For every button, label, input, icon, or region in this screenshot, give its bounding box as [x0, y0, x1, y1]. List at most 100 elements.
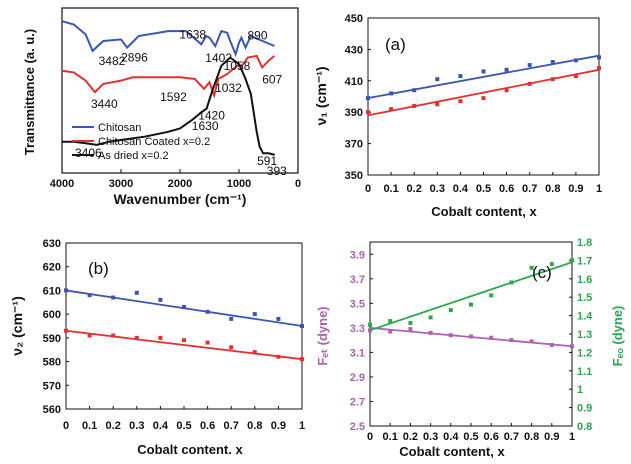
- chart-c-ylabel-right: Fₑₒ (dyne): [610, 306, 625, 367]
- pc-marks-xtick-label: 0.5: [463, 431, 478, 443]
- pc-marks-ytick-right-label: 1.6: [577, 274, 592, 286]
- pc-marks-point-1-5: [469, 302, 473, 307]
- chart-c: 0 0.1 0.2 0.3 0.4 0.5 0.6 0.7 0.8 0.9 1 2.5 2.7 2.9 3.…: [315, 237, 625, 459]
- pb-marks-point-0-7: [229, 316, 234, 321]
- pa-marks-point-0-4: [458, 74, 463, 79]
- pa-marks-point-0-10: [597, 55, 601, 60]
- pb-marks-xtick-label: 0.3: [129, 420, 144, 432]
- pb-marks-ytick-label: 590: [43, 333, 61, 345]
- pc-marks-point-1-10: [570, 258, 574, 263]
- pa-marks-point-0-1: [389, 91, 394, 96]
- pa-marks-point-0-0: [366, 96, 370, 101]
- pb-marks-point-1-5: [182, 338, 186, 343]
- pc-marks-point-0-9: [549, 343, 554, 347]
- pb-marks-point-0-5: [182, 305, 186, 309]
- ftir-annotation-7: 1592: [160, 90, 187, 104]
- ftir-annotation-12: 3406: [75, 146, 102, 160]
- pb-marks-ytick-label: 610: [43, 285, 61, 297]
- ftir-annotation-4: 1058: [224, 59, 251, 73]
- pc-marks-ytick-label: 3.9: [350, 249, 365, 261]
- pb-marks-xtick-label: 0.4: [153, 420, 169, 432]
- ftir-xtick-label: 3000: [109, 178, 133, 190]
- pc-marks-xtick-label: 0.6: [484, 431, 499, 443]
- ftir-xlabel: Wavenumber (cm⁻¹): [114, 191, 247, 207]
- chart-b: 0 0.1 0.2 0.3 0.4 0.5 0.6 0.7 0.8 0.9 1 560 570 580 59…: [9, 238, 305, 457]
- ftir-annotation-2: 1638: [179, 27, 206, 41]
- pa-marks-point-1-3: [435, 102, 440, 107]
- pb-marks-xtick-label: 0.8: [247, 420, 262, 432]
- ftir-legend: Chitosan Chitosan Coated x=0.2 As dried …: [72, 122, 210, 162]
- pb-marks-point-1-6: [205, 340, 210, 345]
- pc-marks-xtick-label: 0.4: [443, 431, 459, 443]
- pa-marks-ytick-label: 450: [345, 13, 363, 25]
- pa-marks-xtick-label: 0.6: [499, 183, 514, 195]
- pc-marks-xtick-label: 0.8: [524, 431, 539, 443]
- pa-marks-point-1-2: [412, 103, 417, 108]
- pb-marks-point-0-6: [205, 309, 210, 314]
- pc-marks-point-0-6: [489, 335, 494, 340]
- pa-marks-point-0-5: [481, 69, 486, 74]
- pa-marks-point-1-6: [504, 88, 509, 93]
- pc-marks-ytick-label: 3.3: [350, 323, 365, 335]
- pc-marks-point-0-8: [529, 339, 534, 344]
- pc-marks-point-0-10: [570, 344, 574, 349]
- pb-marks-point-0-3: [134, 290, 139, 295]
- ftir-annotation-9: 1032: [215, 81, 242, 95]
- ftir-series-1: [61, 54, 276, 99]
- chart-c-ylabel-left: Fₑₜ (dyne): [315, 306, 330, 365]
- pa-marks-xtick-label: 0.9: [568, 183, 583, 195]
- pb-marks-point-1-1: [87, 333, 92, 338]
- pa-marks-point-0-9: [573, 58, 578, 63]
- chart-b-label: (b): [88, 259, 109, 278]
- ftir-annotation-13: 591: [257, 154, 277, 168]
- pa-marks-point-1-8: [550, 77, 555, 82]
- pa-marks-ytick-label: 350: [345, 170, 363, 182]
- chart-a-ylabel: ν₁ (cm⁻¹): [313, 66, 329, 125]
- pb-marks-point-1-8: [252, 350, 257, 355]
- chart-a: 0 0.1 0.2 0.3 0.4 0.5 0.6 0.7 0.8 0.9 1 350 370 390 41…: [313, 13, 602, 219]
- pa-marks-xtick-label: 0.4: [453, 183, 469, 195]
- pc-marks-ytick-right-label: 1.5: [577, 292, 592, 304]
- pc-marks-xtick-label: 0.1: [383, 431, 398, 443]
- pa-marks-xtick-label: 0.8: [545, 183, 560, 195]
- pb-marks-point-1-7: [229, 345, 234, 350]
- pb-marks-point-1-9: [276, 354, 281, 359]
- pc-marks-ytick-right-label: 1.8: [577, 237, 592, 249]
- pb-marks-point-1-10: [300, 357, 304, 362]
- pa-marks-xtick-label: 0.7: [522, 183, 537, 195]
- pb-marks-xtick-label: 0.2: [106, 420, 121, 432]
- ftir-annotation-0: 3482: [99, 54, 126, 68]
- pa-marks-xtick-label: 0: [365, 183, 371, 195]
- pc-marks-xtick-label: 0.3: [423, 431, 438, 443]
- pa-marks-point-1-4: [458, 99, 463, 104]
- pc-marks-ytick-label: 3.7: [350, 274, 365, 286]
- pc-marks-ytick-label: 2.7: [350, 396, 365, 408]
- pc-marks-xtick-label: 0.9: [544, 431, 559, 443]
- pa-marks-ytick-label: 370: [345, 139, 363, 151]
- ftir-annotation-10: 607: [262, 72, 282, 86]
- pa-marks-fit-line-1: [367, 68, 600, 117]
- pa-marks-xtick-label: 0.1: [383, 183, 398, 195]
- pc-marks-ytick-right-label: 1.2: [577, 347, 592, 359]
- pc-marks-xtick-label: 1: [569, 431, 575, 443]
- ftir-xtick-label: 2000: [168, 178, 192, 190]
- pb-marks-point-0-4: [158, 297, 163, 302]
- pa-marks-xtick-label: 0.5: [476, 183, 491, 195]
- pc-marks-point-0-4: [448, 333, 453, 338]
- pc-marks-point-0-1: [388, 329, 393, 334]
- pb-marks-point-1-3: [134, 335, 139, 340]
- pc-marks-point-1-8: [529, 265, 534, 270]
- chart-a-label: (a): [385, 35, 406, 54]
- pb-marks-point-1-4: [158, 335, 163, 340]
- pb-marks-ytick-label: 620: [43, 262, 61, 274]
- ftir-annotation-6: 3440: [91, 97, 118, 111]
- pa-marks-point-1-9: [573, 74, 578, 79]
- pb-marks-point-0-10: [300, 324, 304, 328]
- pb-marks-ytick-label: 630: [43, 238, 61, 250]
- pc-marks-point-1-9: [549, 262, 554, 267]
- pb-marks-point-1-2: [111, 333, 116, 338]
- pc-marks-ytick-label: 3.1: [350, 347, 365, 359]
- pc-marks-point-1-0: [368, 322, 372, 327]
- pc-marks-ytick-right-label: 0.9: [577, 403, 592, 415]
- legend-dried: As dried x=0.2: [98, 150, 169, 162]
